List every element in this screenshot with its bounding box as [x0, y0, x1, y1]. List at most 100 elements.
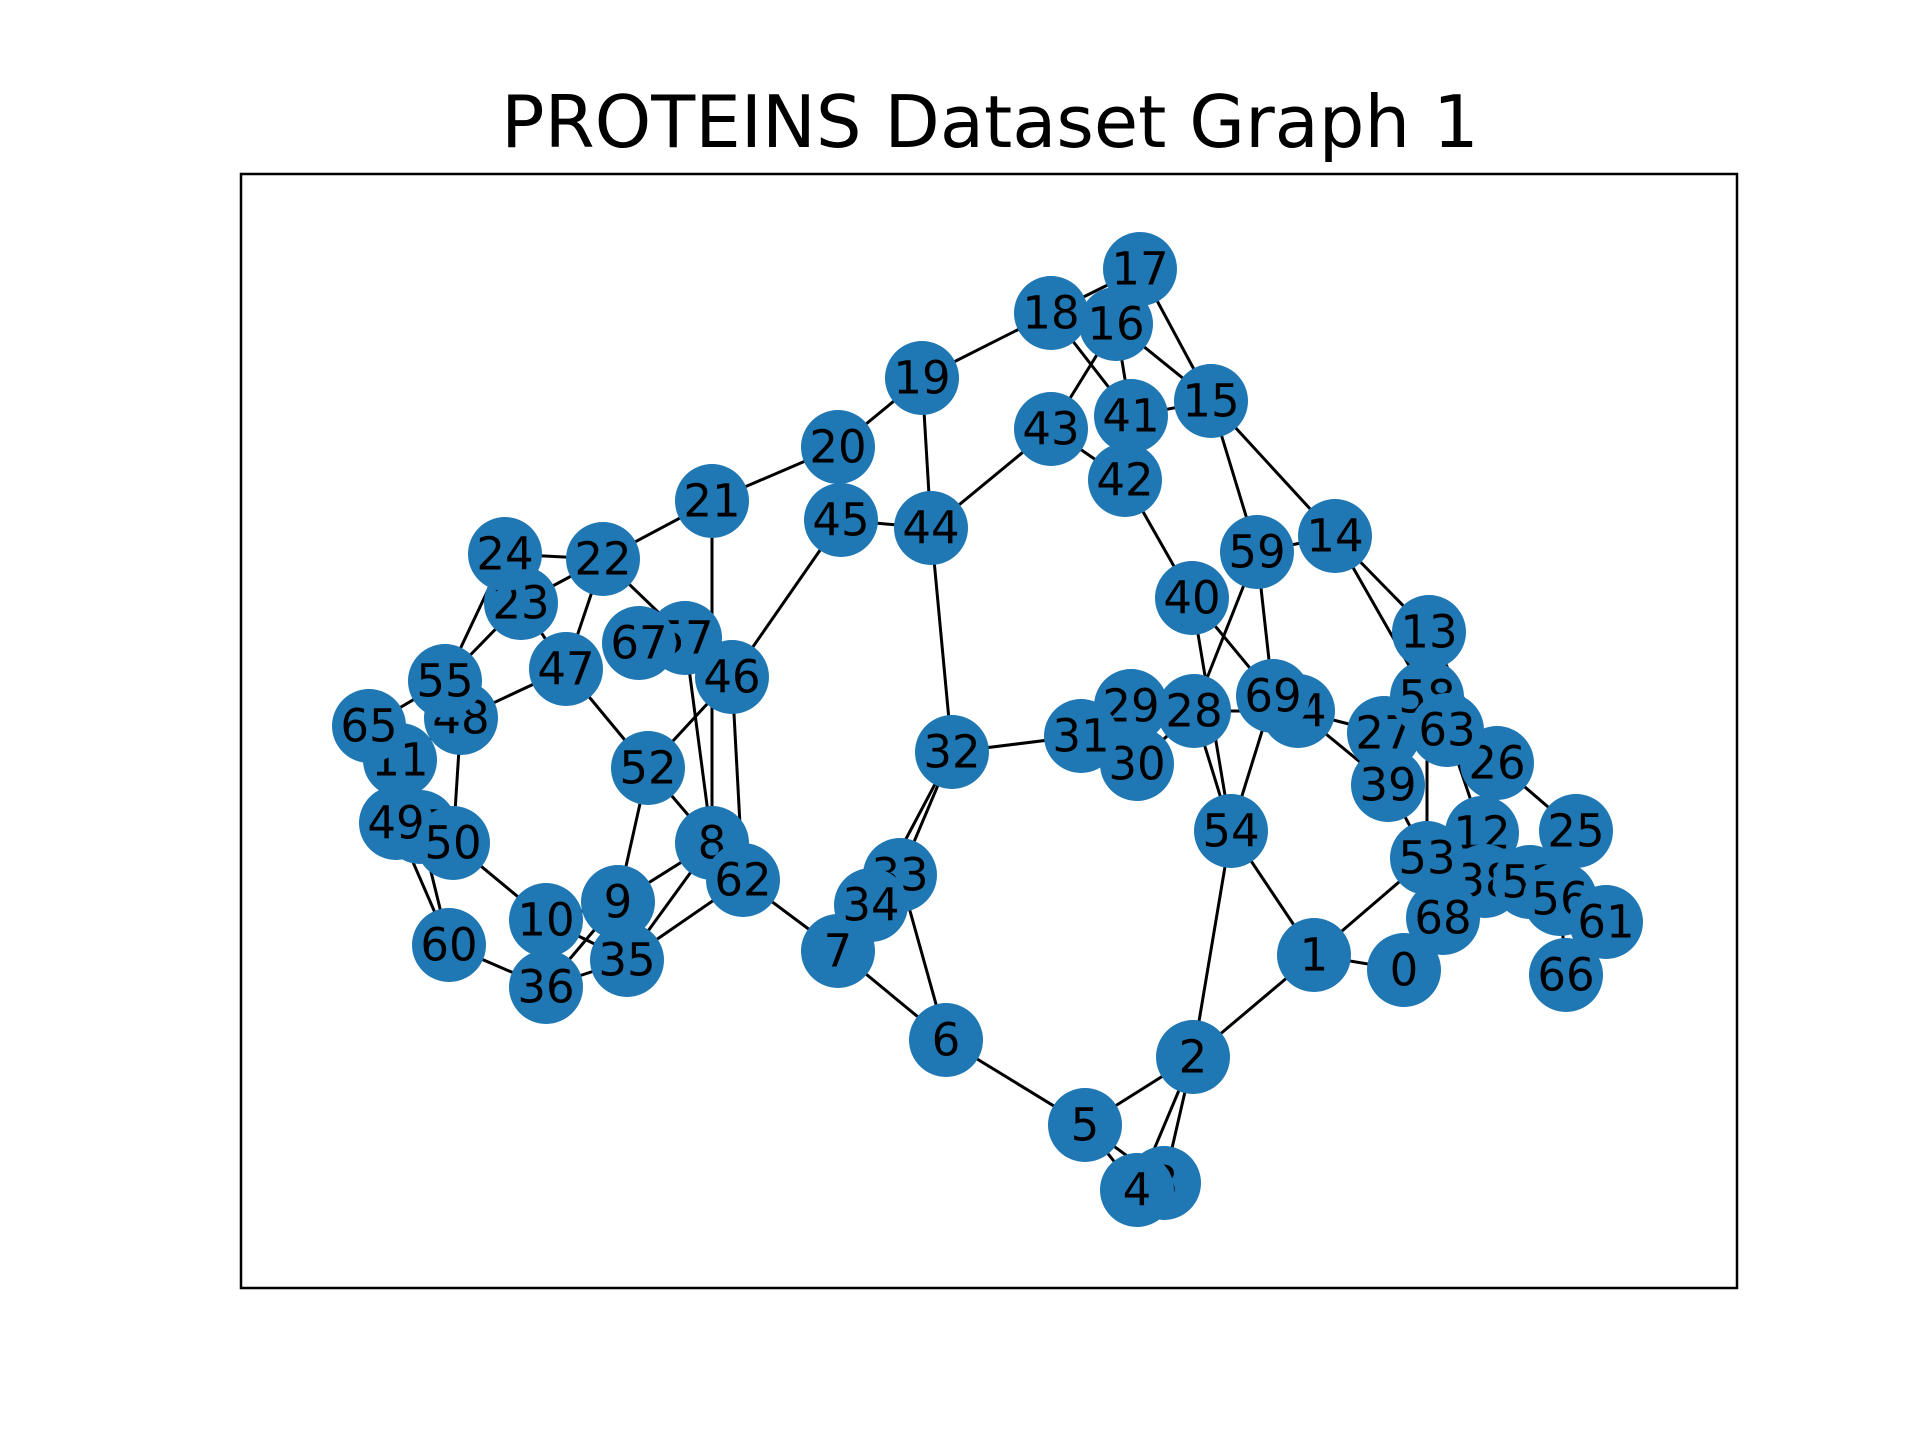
node-circle-5 [1048, 1088, 1122, 1162]
node-label-42: 42 [1096, 454, 1153, 507]
node-67: 67 [602, 606, 676, 680]
node-circle-44 [894, 491, 968, 565]
node-circle-0 [1367, 933, 1441, 1007]
node-28: 28 [1157, 674, 1231, 748]
node-circle-59 [1220, 515, 1294, 589]
node-circle-39 [1351, 748, 1425, 822]
node-label-5: 5 [1071, 1099, 1100, 1152]
node-label-13: 13 [1400, 606, 1457, 659]
node-55: 55 [408, 644, 482, 718]
node-circle-50 [416, 806, 490, 880]
node-54: 54 [1194, 794, 1268, 868]
node-label-35: 35 [598, 934, 655, 987]
node-circle-69 [1236, 659, 1310, 733]
node-circle-9 [581, 865, 655, 939]
node-label-6: 6 [932, 1014, 961, 1067]
node-circle-22 [566, 522, 640, 596]
node-24: 24 [468, 517, 542, 591]
node-label-25: 25 [1547, 805, 1604, 858]
node-circle-47 [529, 632, 603, 706]
node-59: 59 [1220, 515, 1294, 589]
node-68: 68 [1406, 881, 1480, 955]
node-42: 42 [1088, 443, 1162, 517]
edge-32-44 [929, 527, 954, 753]
node-label-30: 30 [1108, 738, 1165, 791]
node-label-66: 66 [1537, 949, 1594, 1002]
node-52: 52 [611, 731, 685, 805]
node-circle-49 [359, 786, 433, 860]
node-15: 15 [1174, 364, 1248, 438]
node-circle-60 [412, 908, 486, 982]
node-63: 63 [1410, 693, 1484, 767]
node-layer: 0123456789101112131415161718192021222324… [332, 232, 1643, 1227]
node-circle-36 [509, 950, 583, 1024]
node-circle-28 [1157, 674, 1231, 748]
node-21: 21 [675, 464, 749, 538]
node-label-34: 34 [842, 879, 899, 932]
node-label-32: 32 [923, 726, 980, 779]
node-66: 66 [1529, 938, 1603, 1012]
node-49: 49 [359, 786, 433, 860]
node-label-36: 36 [517, 961, 574, 1014]
node-9: 9 [581, 865, 655, 939]
node-35: 35 [590, 923, 664, 997]
node-61: 61 [1569, 885, 1643, 959]
node-circle-2 [1156, 1020, 1230, 1094]
node-circle-55 [408, 644, 482, 718]
node-label-0: 0 [1390, 944, 1419, 997]
node-circle-53 [1390, 821, 1464, 895]
node-label-67: 67 [610, 617, 667, 670]
node-40: 40 [1155, 561, 1229, 635]
node-circle-34 [834, 868, 908, 942]
node-2: 2 [1156, 1020, 1230, 1094]
node-6: 6 [909, 1003, 983, 1077]
node-43: 43 [1014, 392, 1088, 466]
node-label-41: 41 [1102, 390, 1159, 443]
node-50: 50 [416, 806, 490, 880]
node-circle-17 [1103, 232, 1177, 306]
node-label-21: 21 [683, 475, 740, 528]
node-0: 0 [1367, 933, 1441, 1007]
node-label-43: 43 [1022, 403, 1079, 456]
node-19: 19 [885, 341, 959, 415]
node-label-49: 49 [367, 797, 424, 850]
node-circle-45 [804, 483, 878, 557]
node-45: 45 [804, 483, 878, 557]
node-label-65: 65 [340, 700, 397, 753]
node-circle-62 [706, 843, 780, 917]
node-53: 53 [1390, 821, 1464, 895]
node-label-14: 14 [1306, 510, 1363, 563]
node-label-39: 39 [1359, 759, 1416, 812]
node-circle-68 [1406, 881, 1480, 955]
node-label-2: 2 [1179, 1031, 1208, 1084]
node-label-60: 60 [420, 919, 477, 972]
node-4: 4 [1100, 1153, 1174, 1227]
node-circle-65 [332, 689, 406, 763]
node-34: 34 [834, 868, 908, 942]
node-14: 14 [1298, 499, 1372, 573]
node-label-61: 61 [1577, 896, 1634, 949]
node-circle-41 [1094, 379, 1168, 453]
node-label-69: 69 [1244, 670, 1301, 723]
node-label-62: 62 [714, 854, 771, 907]
node-circle-61 [1569, 885, 1643, 959]
node-circle-32 [915, 715, 989, 789]
node-circle-4 [1100, 1153, 1174, 1227]
node-60: 60 [412, 908, 486, 982]
node-label-15: 15 [1182, 375, 1239, 428]
node-circle-19 [885, 341, 959, 415]
node-69: 69 [1236, 659, 1310, 733]
node-label-55: 55 [416, 655, 473, 708]
node-label-52: 52 [619, 742, 676, 795]
node-circle-31 [1044, 699, 1118, 773]
node-label-47: 47 [537, 643, 594, 696]
node-label-22: 22 [574, 533, 631, 586]
node-label-68: 68 [1414, 892, 1471, 945]
graph-title: PROTEINS Dataset Graph 1 [501, 80, 1479, 164]
node-47: 47 [529, 632, 603, 706]
node-18: 18 [1014, 276, 1088, 350]
node-circle-67 [602, 606, 676, 680]
node-label-50: 50 [424, 817, 481, 870]
node-22: 22 [566, 522, 640, 596]
node-circle-52 [611, 731, 685, 805]
